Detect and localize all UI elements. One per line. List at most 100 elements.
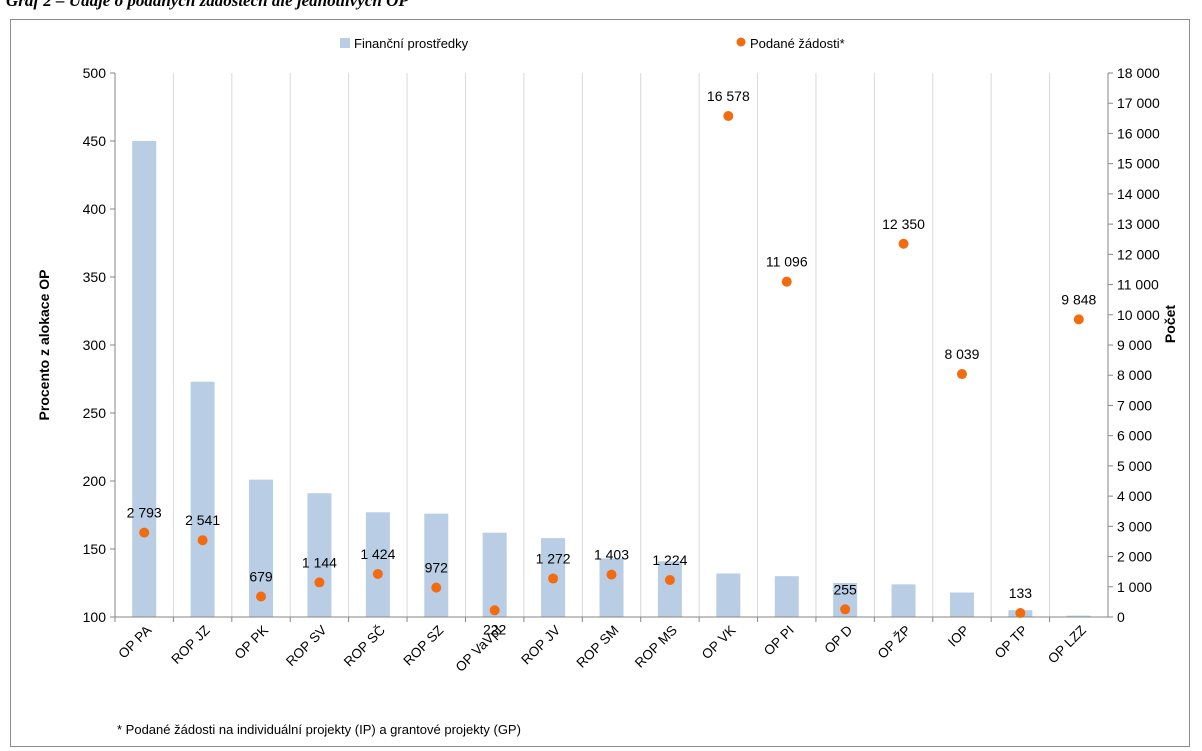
y2-tick-label: 15 000 xyxy=(1117,156,1160,172)
y2-tick-label: 9 000 xyxy=(1117,337,1152,353)
y2-tick-label: 0 xyxy=(1117,609,1125,625)
bar-rop-ms xyxy=(657,561,682,617)
bar-rop-sč xyxy=(365,512,390,617)
footnote: * Podané žádosti na individuální projekt… xyxy=(117,722,521,737)
data-label: 11 096 xyxy=(766,254,808,270)
page-heading: Graf 2 – Údaje o podaných žádostech dle … xyxy=(6,0,409,10)
legend-bar-swatch xyxy=(340,38,350,48)
point-rop-sm xyxy=(606,569,617,580)
point-op-pa xyxy=(139,527,150,538)
x-category-label: OP PK xyxy=(232,623,272,663)
x-category-label: OP VK xyxy=(699,623,739,663)
y2-tick-label: 4 000 xyxy=(1117,488,1152,504)
data-label: 1 224 xyxy=(652,552,687,568)
data-label: 972 xyxy=(425,560,449,576)
bar-iop xyxy=(949,592,974,617)
y-tick-label: 200 xyxy=(83,473,107,489)
bar-op-pa xyxy=(132,141,157,617)
data-labels: 2 793 2 541 679 1 144 1 424 972 222 1 272 1 403 1… xyxy=(127,88,1097,637)
x-category-label: OP LZZ xyxy=(1045,623,1089,667)
chart-frame: 500 450 400 350 300 250 200 150 100 18 000 17 000… xyxy=(10,19,1190,747)
data-label: 2 541 xyxy=(185,512,220,528)
bar-op-vavpi xyxy=(482,532,507,617)
x-category-label: ROP SM xyxy=(574,623,622,671)
point-op-žp xyxy=(898,238,909,249)
x-category-label: ROP MS xyxy=(632,623,680,671)
x-category-label: OP PI xyxy=(761,623,797,659)
y2-tick-label: 16 000 xyxy=(1117,125,1160,141)
y-tick-label: 250 xyxy=(83,405,107,421)
y2-tick-label: 1 000 xyxy=(1117,579,1152,595)
legend-bar-label: Finanční prostředky xyxy=(354,36,469,51)
point-rop-jv xyxy=(548,573,559,584)
bar-op-vk xyxy=(716,573,741,617)
point-op-vavpi xyxy=(489,605,500,616)
legend: Finanční prostředky Podané žádosti* xyxy=(340,36,845,51)
y2-tick-label: 2 000 xyxy=(1117,549,1152,565)
data-label: 8 039 xyxy=(944,346,979,362)
y-tick-label: 100 xyxy=(83,609,107,625)
x-category-label: IOP xyxy=(945,623,972,650)
y-tick-label: 400 xyxy=(83,201,107,217)
point-rop-ms xyxy=(664,575,675,586)
point-op-pk xyxy=(256,591,267,602)
y-axis-title: Procento z alokace OP xyxy=(36,270,52,421)
y2-tick-label: 6 000 xyxy=(1117,428,1152,444)
data-label: 133 xyxy=(1009,585,1033,601)
scatter-series xyxy=(139,110,1084,618)
y-tick-label: 500 xyxy=(83,65,107,81)
y2-tick-label: 18 000 xyxy=(1117,65,1160,81)
point-rop-sz xyxy=(431,582,442,593)
bar-rop-sz xyxy=(424,513,449,617)
y2-tick-label: 17 000 xyxy=(1117,95,1160,111)
data-label: 9 848 xyxy=(1061,291,1096,307)
data-label: 1 144 xyxy=(302,554,337,570)
x-category-label: ROP JZ xyxy=(168,623,212,667)
y2-axis-title: Počet xyxy=(1162,305,1178,343)
bar-rop-sv xyxy=(307,493,332,617)
y2-tick-label: 5 000 xyxy=(1117,458,1152,474)
bar-op-pi xyxy=(774,576,799,617)
x-category-label: ROP SZ xyxy=(400,623,446,669)
bar-op-lzz xyxy=(1066,615,1091,617)
y-tick-label: 350 xyxy=(83,269,107,285)
x-category-label: OP D xyxy=(821,622,855,656)
point-rop-jz xyxy=(197,535,208,546)
y2-tick-label: 11 000 xyxy=(1117,277,1159,293)
point-rop-sč xyxy=(372,568,383,579)
point-op-pi xyxy=(781,276,792,287)
point-rop-sv xyxy=(314,577,325,588)
y2-tick-label: 8 000 xyxy=(1117,367,1152,383)
bar-series xyxy=(132,141,1091,617)
x-category-label: ROP SV xyxy=(283,623,330,670)
point-op-lzz xyxy=(1073,314,1084,325)
x-category-label: OP ŽP xyxy=(875,623,914,662)
y2-tick-label: 12 000 xyxy=(1117,246,1160,262)
legend-dot-label: Podané žádosti* xyxy=(750,36,845,51)
point-iop xyxy=(956,369,967,380)
data-label: 1 272 xyxy=(536,551,571,567)
data-label: 2 793 xyxy=(127,505,162,521)
point-op-vk xyxy=(723,110,734,121)
y-tick-label: 150 xyxy=(83,541,107,557)
data-label: 1 424 xyxy=(360,546,395,562)
data-label: 679 xyxy=(249,568,273,584)
x-axis-labels: OP PA ROP JZ OP PK ROP SV ROP SČ ROP SZ OP VaV… xyxy=(114,617,1089,675)
data-label: 255 xyxy=(833,581,857,597)
x-category-label: OP PA xyxy=(115,623,154,662)
data-label: 16 578 xyxy=(707,88,750,104)
bar-op-žp xyxy=(891,584,916,617)
x-category-label: ROP JV xyxy=(518,623,563,668)
y2-tick-label: 3 000 xyxy=(1117,518,1152,534)
data-label: 222 xyxy=(483,621,507,637)
x-category-label: OP TP xyxy=(992,623,1031,662)
y-tick-label: 450 xyxy=(83,133,107,149)
right-axis-ticks: 18 000 17 000 16 000 15 000 14 000 13 000 12 0… xyxy=(1108,65,1160,625)
combo-chart: 500 450 400 350 300 250 200 150 100 18 000 17 000… xyxy=(36,36,1178,737)
left-axis-ticks: 500 450 400 350 300 250 200 150 100 xyxy=(83,65,115,625)
data-label: 1 403 xyxy=(594,547,629,563)
data-label: 12 350 xyxy=(882,216,925,232)
legend-dot-swatch xyxy=(736,37,746,47)
y2-tick-label: 14 000 xyxy=(1117,186,1160,202)
bar-rop-sm xyxy=(599,558,624,617)
